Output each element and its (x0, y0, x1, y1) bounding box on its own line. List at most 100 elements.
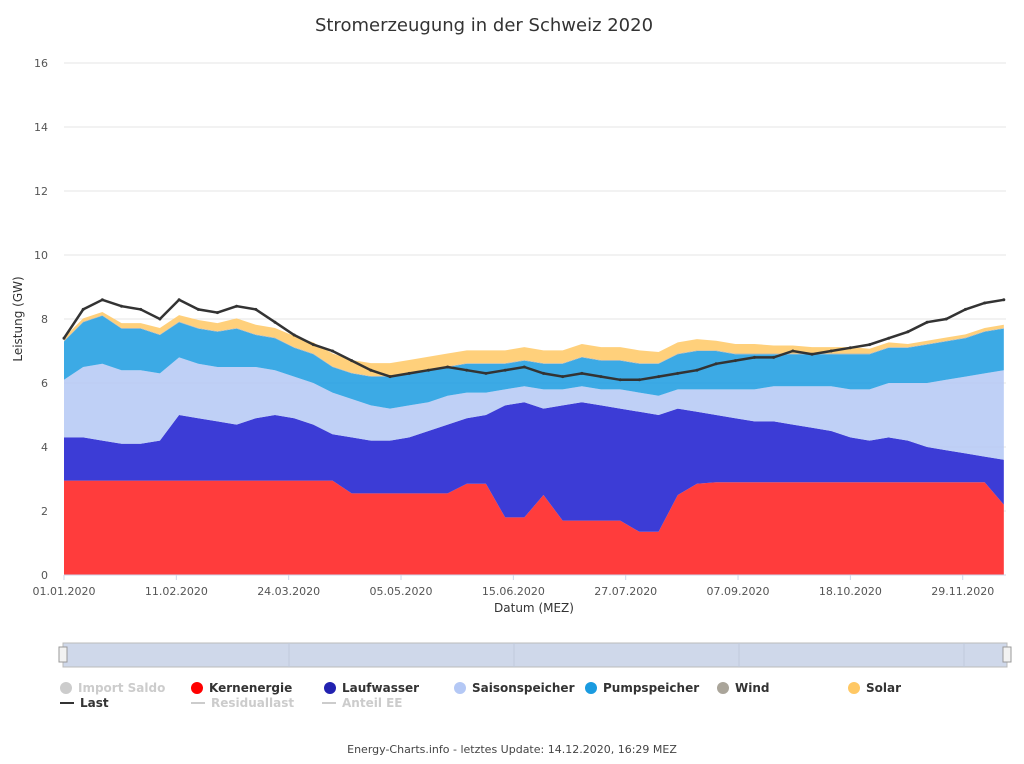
last-point (503, 368, 507, 372)
legend-item-solar[interactable]: Solar (848, 681, 901, 695)
y-tick-label: 8 (41, 313, 48, 326)
legend-label: Solar (866, 681, 902, 695)
navigator[interactable] (58, 642, 1012, 668)
x-tick-label: 07.09.2020 (707, 585, 770, 598)
last-point (100, 298, 104, 302)
last-point (177, 298, 181, 302)
navigator-range[interactable] (62, 642, 1008, 668)
legend-dot-icon (191, 682, 203, 694)
last-point (62, 336, 66, 340)
last-point (963, 307, 967, 311)
legend-line-icon (322, 702, 336, 704)
legend-dot-icon (324, 682, 336, 694)
last-point (484, 371, 488, 375)
last-point (887, 336, 891, 340)
last-point (810, 352, 814, 356)
y-tick-label: 16 (34, 57, 48, 70)
last-point (120, 304, 124, 308)
legend-item-wind[interactable]: Wind (717, 681, 769, 695)
legend-dot-icon (454, 682, 466, 694)
last-point (1002, 298, 1006, 302)
last-point (369, 368, 373, 372)
x-axis-label: Datum (MEZ) (494, 601, 574, 615)
x-tick-label: 05.05.2020 (370, 585, 433, 598)
last-point (676, 371, 680, 375)
legend-item-kernenergie[interactable]: Kernenergie (191, 681, 292, 695)
x-tick-label: 11.02.2020 (145, 585, 208, 598)
line-last (62, 298, 1005, 382)
legend-item-import-saldo[interactable]: Import Saldo (60, 681, 165, 695)
last-point (465, 368, 469, 372)
x-tick-label: 18.10.2020 (819, 585, 882, 598)
last-point (196, 307, 200, 311)
y-tick-label: 14 (34, 121, 48, 134)
legend-item-pumpspeicher[interactable]: Pumpspeicher (585, 681, 699, 695)
x-tick-label: 24.03.2020 (257, 585, 320, 598)
last-point (983, 301, 987, 305)
legend-dot-icon (717, 682, 729, 694)
legend-line-icon (60, 702, 74, 704)
last-point (637, 378, 641, 382)
x-tick-label: 29.11.2020 (931, 585, 994, 598)
x-tick-label: 15.06.2020 (482, 585, 545, 598)
last-point (906, 330, 910, 334)
y-tick-label: 10 (34, 249, 48, 262)
area-pumpspeicher (64, 315, 1004, 409)
last-point (292, 333, 296, 337)
last-point (388, 375, 392, 379)
legend-label: Anteil EE (342, 696, 403, 710)
last-point (81, 307, 85, 311)
last-point (254, 307, 258, 311)
last-point (446, 365, 450, 369)
last-point (350, 359, 354, 363)
last-point (733, 359, 737, 363)
last-point (791, 349, 795, 353)
y-tick-label: 4 (41, 441, 48, 454)
last-point (695, 368, 699, 372)
legend-item-residuallast[interactable]: Residuallast (191, 696, 294, 710)
navigator-handle-left[interactable] (58, 646, 68, 663)
last-point (561, 375, 565, 379)
legend-label: Residuallast (211, 696, 295, 710)
legend-label: Last (80, 696, 109, 710)
last-point (407, 371, 411, 375)
y-axis-label: Leistung (GW) (11, 276, 25, 361)
last-point (522, 365, 526, 369)
area-kernenergie (64, 480, 1004, 575)
last-point (599, 375, 603, 379)
last-point (426, 368, 430, 372)
legend-label: Wind (735, 681, 770, 695)
navigator-handle-right[interactable] (1002, 646, 1012, 663)
last-point (215, 311, 219, 315)
legend-dot-icon (585, 682, 597, 694)
last-point (618, 378, 622, 382)
legend-item-anteil-ee[interactable]: Anteil EE (322, 696, 403, 710)
last-point (772, 355, 776, 359)
last-point (714, 362, 718, 366)
area-saisonspeicher (64, 357, 1004, 460)
footer-credit: Energy-Charts.info - letztes Update: 14.… (347, 743, 677, 756)
last-point (752, 355, 756, 359)
legend-dot-icon (848, 682, 860, 694)
legend-label: Laufwasser (342, 681, 420, 695)
legend-label: Import Saldo (78, 681, 166, 695)
last-point (925, 320, 929, 324)
legend-item-last[interactable]: Last (60, 696, 109, 710)
last-point (273, 320, 277, 324)
legend-item-saisonspeicher[interactable]: Saisonspeicher (454, 681, 574, 695)
last-point (311, 343, 315, 347)
x-tick-label: 27.07.2020 (594, 585, 657, 598)
last-point (829, 349, 833, 353)
last-point (944, 317, 948, 321)
y-tick-label: 12 (34, 185, 48, 198)
last-point (158, 317, 162, 321)
last-point (331, 349, 335, 353)
last-point (580, 371, 584, 375)
legend-label: Pumpspeicher (603, 681, 700, 695)
last-point (868, 343, 872, 347)
chart-title: Stromerzeugung in der Schweiz 2020 (315, 15, 653, 36)
legend-label: Saisonspeicher (472, 681, 575, 695)
legend-item-laufwasser[interactable]: Laufwasser (324, 681, 419, 695)
